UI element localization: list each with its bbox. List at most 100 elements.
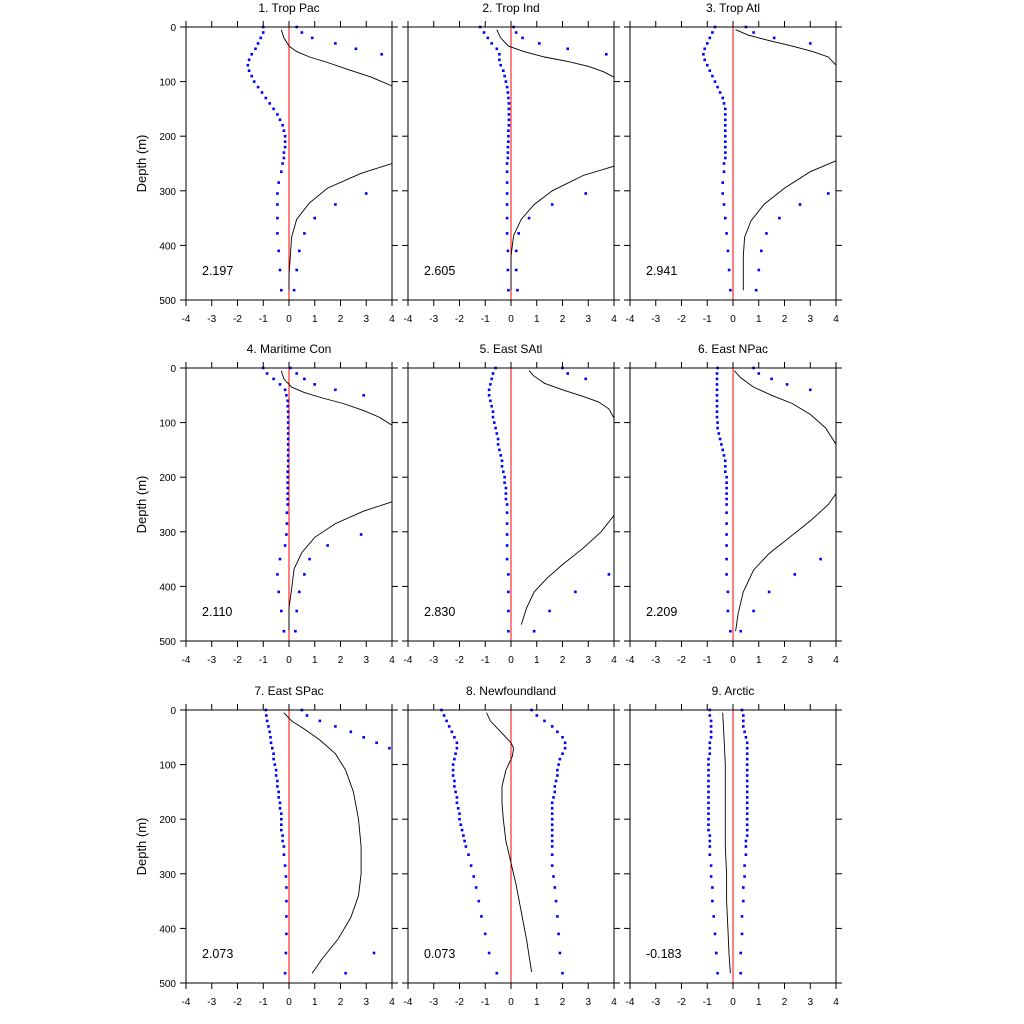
data-point <box>507 609 510 613</box>
data-point <box>499 63 502 67</box>
data-point <box>487 388 491 392</box>
x-tick-label: -1 <box>481 655 490 666</box>
curve-upper <box>280 370 393 426</box>
data-point <box>722 162 726 165</box>
x-tick-label: 3 <box>585 655 591 666</box>
x-tick-label: -1 <box>259 314 268 325</box>
data-point <box>521 36 524 40</box>
data-point <box>554 779 558 783</box>
data-point <box>550 823 554 826</box>
x-tick-label: 2 <box>338 997 344 1008</box>
data-point <box>283 145 287 149</box>
y-tick-label: 200 <box>159 473 176 484</box>
data-point <box>292 288 296 292</box>
x-tick-label: 1 <box>312 314 318 325</box>
data-point <box>362 394 365 397</box>
data-point <box>505 192 509 195</box>
data-point <box>505 85 509 89</box>
y-tick-label: 0 <box>170 364 176 375</box>
curve-upper <box>733 370 837 445</box>
data-point <box>285 533 288 536</box>
data-point <box>472 875 475 878</box>
data-point <box>722 102 726 105</box>
data-point <box>282 129 286 132</box>
data-point <box>709 725 713 728</box>
data-point <box>455 796 459 799</box>
data-point <box>708 845 712 848</box>
y-tick-label: 200 <box>159 815 176 826</box>
panel-title: 8. Newfoundland <box>466 684 556 698</box>
data-point <box>506 91 510 94</box>
data-point <box>285 511 289 514</box>
data-point <box>550 817 554 821</box>
x-tick-label: 1 <box>534 997 540 1008</box>
data-point <box>552 875 555 878</box>
data-point <box>550 812 554 815</box>
data-point <box>268 730 271 734</box>
data-point <box>726 609 730 613</box>
data-point <box>286 465 290 468</box>
data-point <box>712 915 715 918</box>
data-point <box>745 785 749 788</box>
data-point <box>745 774 749 777</box>
x-tick-label: -4 <box>626 655 635 666</box>
data-point <box>283 864 287 867</box>
data-point <box>286 481 289 484</box>
data-point <box>715 951 718 955</box>
data-point <box>744 839 748 843</box>
data-point <box>745 779 749 783</box>
data-point <box>708 752 712 755</box>
data-point <box>574 590 577 594</box>
data-point <box>745 768 749 772</box>
data-point <box>272 757 275 761</box>
data-point <box>715 415 719 419</box>
data-point <box>715 372 719 375</box>
data-point <box>286 459 290 463</box>
x-tick-label: -4 <box>626 997 635 1008</box>
x-tick-label: -2 <box>233 997 242 1008</box>
data-point <box>707 823 710 826</box>
data-point <box>282 151 286 154</box>
data-point <box>286 404 289 408</box>
stat-label: 2.941 <box>646 264 677 278</box>
data-point <box>469 864 473 867</box>
data-point <box>372 951 376 955</box>
data-point <box>305 714 309 717</box>
data-point <box>538 42 541 45</box>
data-point <box>286 497 289 501</box>
data-point <box>490 377 493 381</box>
data-point <box>745 823 749 826</box>
data-point <box>507 118 511 122</box>
data-point <box>819 557 822 561</box>
x-tick-label: -4 <box>404 997 413 1008</box>
data-point <box>283 134 287 138</box>
data-point <box>286 475 289 479</box>
x-tick-label: 0 <box>508 655 514 666</box>
data-point <box>707 812 710 815</box>
panel-title: 3. Trop Atl <box>706 1 760 15</box>
data-point <box>745 790 749 794</box>
data-point <box>467 853 470 856</box>
data-point <box>516 288 519 292</box>
data-point <box>496 443 500 446</box>
data-point <box>505 511 509 514</box>
data-point <box>285 915 288 918</box>
x-tick-label: -4 <box>182 314 191 325</box>
x-tick-label: 4 <box>833 655 839 666</box>
data-point <box>442 714 446 717</box>
data-point <box>282 845 286 848</box>
data-point <box>507 140 510 143</box>
data-point <box>282 629 286 633</box>
data-point <box>276 192 279 195</box>
curve-upper <box>486 712 533 973</box>
data-point <box>458 812 461 815</box>
data-point <box>725 544 728 547</box>
x-tick-label: 1 <box>534 655 540 666</box>
data-point <box>550 801 554 805</box>
x-tick-label: 1 <box>756 655 762 666</box>
panel-2: 2. Trop Ind -4 -3 -2 -1 0 1 2 3 4 2.605 <box>402 1 620 325</box>
data-point <box>254 47 257 51</box>
data-point <box>504 486 508 490</box>
data-point <box>752 609 755 613</box>
data-point <box>809 42 812 45</box>
